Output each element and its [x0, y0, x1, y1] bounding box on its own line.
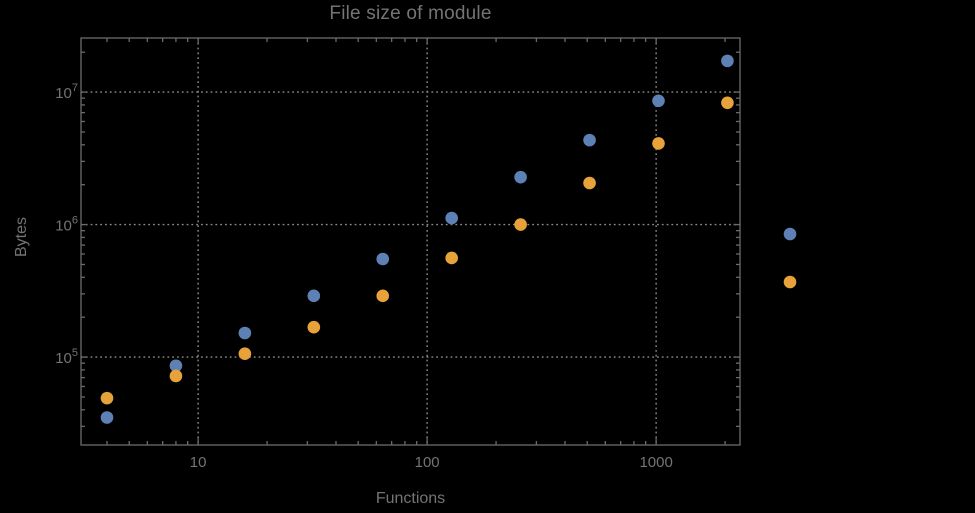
- data-point-series-1-blue: [445, 211, 458, 225]
- y-tick-label: 105: [55, 347, 78, 367]
- data-point-series-2-orange: [238, 347, 252, 361]
- x-tick-label: 10: [190, 454, 207, 471]
- x-axis-label: Functions: [375, 490, 446, 507]
- data-point-series-1-blue: [652, 94, 665, 108]
- data-point-series-2-orange: [307, 320, 321, 334]
- data-point-series-1-blue: [721, 54, 734, 68]
- data-point-series-2-orange: [652, 137, 665, 150]
- data-point-series-1-blue: [169, 359, 183, 373]
- data-point-series-2-orange: [169, 369, 183, 383]
- x-tick-label: 1000: [639, 454, 672, 471]
- y-tick-label: 106: [55, 215, 78, 235]
- y-tick-label: 107: [55, 82, 78, 102]
- plot-title: File size of module: [329, 3, 492, 24]
- data-point-series-1-blue: [376, 252, 390, 266]
- data-point-series-2-orange: [583, 176, 596, 190]
- data-point-series-2-orange: [100, 391, 114, 405]
- data-point-series-1-blue: [514, 170, 527, 184]
- data-point-series-2-orange: [514, 218, 527, 231]
- legend-marker-series-2-orange: [783, 275, 797, 289]
- data-point-series-1-blue: [307, 289, 321, 303]
- data-point-series-2-orange: [376, 289, 390, 303]
- x-tick-label: 100: [415, 454, 440, 471]
- legend-marker-series-1-blue: [783, 227, 797, 241]
- data-point-series-1-blue: [583, 133, 596, 147]
- plot-frame: [80, 37, 741, 446]
- data-point-series-1-blue: [100, 411, 114, 424]
- data-point-series-1-blue: [238, 326, 252, 340]
- data-point-series-2-orange: [721, 96, 734, 110]
- data-point-series-2-orange: [445, 251, 458, 265]
